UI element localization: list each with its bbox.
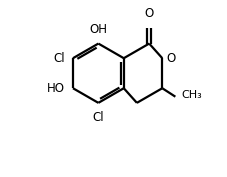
Text: HO: HO <box>47 82 65 95</box>
Text: O: O <box>144 7 153 21</box>
Text: CH₃: CH₃ <box>181 90 201 100</box>
Text: OH: OH <box>89 23 107 36</box>
Text: O: O <box>165 52 175 65</box>
Text: Cl: Cl <box>92 111 104 124</box>
Text: Cl: Cl <box>53 52 65 65</box>
